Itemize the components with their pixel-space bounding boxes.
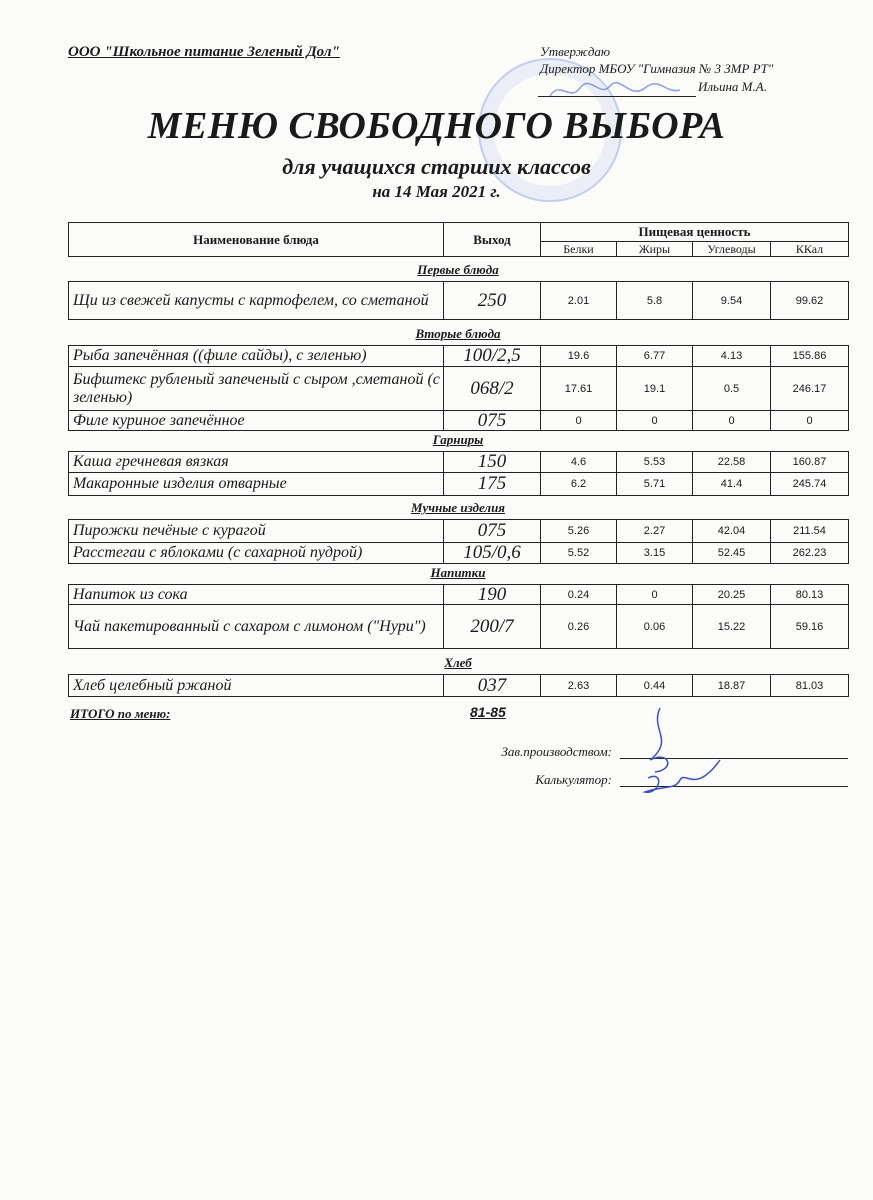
section-title: Напитки <box>430 565 486 580</box>
dish-output: 037 <box>443 674 541 697</box>
dish-fats: 5.53 <box>616 451 693 473</box>
section-title: Мучные изделия <box>410 500 506 515</box>
dish-output: 200/7 <box>443 604 541 649</box>
dish-fats: 0 <box>616 584 693 605</box>
dish-carbs: 20.25 <box>692 584 771 605</box>
dish-output: 075 <box>443 519 541 543</box>
dish-kcal: 99.62 <box>770 281 849 320</box>
dish-proteins: 19.6 <box>540 345 617 367</box>
dish-kcal: 262.23 <box>770 542 849 564</box>
dish-fats: 6.77 <box>616 345 693 367</box>
director-signature <box>549 82 681 97</box>
approval-line-1: Утверждаю <box>540 44 611 59</box>
dish-proteins: 0.24 <box>540 584 617 605</box>
dish-kcal: 160.87 <box>770 451 849 473</box>
dish-output: 068/2 <box>443 366 541 411</box>
dish-carbs: 42.04 <box>692 519 771 543</box>
dish-name: Щи из свежей капусты с картофелем, со см… <box>68 281 444 320</box>
dish-carbs: 22.58 <box>692 451 771 473</box>
dish-carbs: 52.45 <box>692 542 771 564</box>
dish-output: 175 <box>443 472 541 496</box>
dish-carbs: 4.13 <box>692 345 771 367</box>
approval-line-2: Директор МБОУ "Гимназия № 3 ЗМР РТ" <box>540 61 774 76</box>
dish-fats: 3.15 <box>616 542 693 564</box>
dish-kcal: 80.13 <box>770 584 849 605</box>
dish-kcal: 155.86 <box>770 345 849 367</box>
total-value: 81-85 <box>470 704 506 720</box>
dish-name: Расстегаи с яблоками (с сахарной пудрой) <box>68 542 444 564</box>
dish-carbs: 0.5 <box>692 366 771 411</box>
column-header-fats: Жиры <box>616 241 693 257</box>
signatures <box>642 707 721 793</box>
section-title: Первые блюда <box>417 262 499 277</box>
section-title: Вторые блюда <box>415 326 501 341</box>
organization-name: ООО "Школьное питание Зеленый Дол" <box>68 44 340 60</box>
column-header-carbs: Углеводы <box>692 241 771 257</box>
dish-name: Напиток из сока <box>68 584 444 605</box>
dish-kcal: 0 <box>770 410 849 431</box>
dish-carbs: 41.4 <box>692 472 771 496</box>
dish-proteins: 0 <box>540 410 617 431</box>
dish-fats: 5.8 <box>616 281 693 320</box>
section-title: Хлеб <box>444 655 472 670</box>
dish-fats: 2.27 <box>616 519 693 543</box>
dish-kcal: 59.16 <box>770 604 849 649</box>
calculator-signature-line <box>620 786 848 787</box>
column-header-proteins: Белки <box>540 241 617 257</box>
dish-kcal: 211.54 <box>770 519 849 543</box>
official-stamp <box>478 58 622 202</box>
section-title: Гарниры <box>432 432 484 447</box>
page-title: МЕНЮ СВОБОДНОГО ВЫБОРА <box>147 105 726 147</box>
dish-kcal: 245.74 <box>770 472 849 496</box>
dish-proteins: 4.6 <box>540 451 617 473</box>
dish-proteins: 5.52 <box>540 542 617 564</box>
dish-proteins: 0.26 <box>540 604 617 649</box>
dish-carbs: 0 <box>692 410 771 431</box>
dish-name: Бифштекс рубленый запеченый с сыром ,сме… <box>68 366 444 411</box>
dish-proteins: 2.01 <box>540 281 617 320</box>
dish-output: 105/0,6 <box>443 542 541 564</box>
dish-name: Чай пакетированный с сахаром с лимоном (… <box>68 604 444 649</box>
dish-name: Хлеб целебный ржаной <box>68 674 444 697</box>
dish-fats: 5.71 <box>616 472 693 496</box>
director-signature-line <box>538 96 696 97</box>
production-manager-label: Зав.производством: <box>501 744 612 759</box>
dish-fats: 0 <box>616 410 693 431</box>
dish-output: 100/2,5 <box>443 345 541 367</box>
dish-fats: 19.1 <box>616 366 693 411</box>
calculator-label: Калькулятор: <box>535 772 612 787</box>
dish-fats: 0.44 <box>616 674 693 697</box>
dish-proteins: 5.26 <box>540 519 617 543</box>
dish-carbs: 15.22 <box>692 604 771 649</box>
dish-proteins: 17.61 <box>540 366 617 411</box>
page-subtitle: для учащихся старших классов <box>282 154 591 179</box>
production-manager-signature-line <box>620 758 848 759</box>
dish-output: 190 <box>443 584 541 605</box>
total-label: ИТОГО по меню: <box>70 706 171 721</box>
menu-date: на 14 Мая 2021 г. <box>372 182 501 201</box>
dish-name: Макаронные изделия отварные <box>68 472 444 496</box>
dish-output: 250 <box>443 281 541 320</box>
dish-name: Пирожки печёные с курагой <box>68 519 444 543</box>
dish-kcal: 246.17 <box>770 366 849 411</box>
dish-name: Рыба запечённая ((филе сайды), с зеленью… <box>68 345 444 367</box>
dish-fats: 0.06 <box>616 604 693 649</box>
dish-name: Филе куриное запечённое <box>68 410 444 431</box>
approval-line-3: Ильина М.А. <box>698 79 767 94</box>
dish-output: 075 <box>443 410 541 431</box>
dish-carbs: 18.87 <box>692 674 771 697</box>
column-header-nutrition: Пищевая ценность <box>540 222 849 242</box>
dish-output: 150 <box>443 451 541 473</box>
column-header-name: Наименование блюда <box>68 222 444 257</box>
dish-kcal: 81.03 <box>770 674 849 697</box>
dish-proteins: 2.63 <box>540 674 617 697</box>
column-header-kcal: ККал <box>770 241 849 257</box>
dish-proteins: 6.2 <box>540 472 617 496</box>
dish-name: Каша гречневая вязкая <box>68 451 444 473</box>
dish-carbs: 9.54 <box>692 281 771 320</box>
column-header-output: Выход <box>443 222 541 257</box>
